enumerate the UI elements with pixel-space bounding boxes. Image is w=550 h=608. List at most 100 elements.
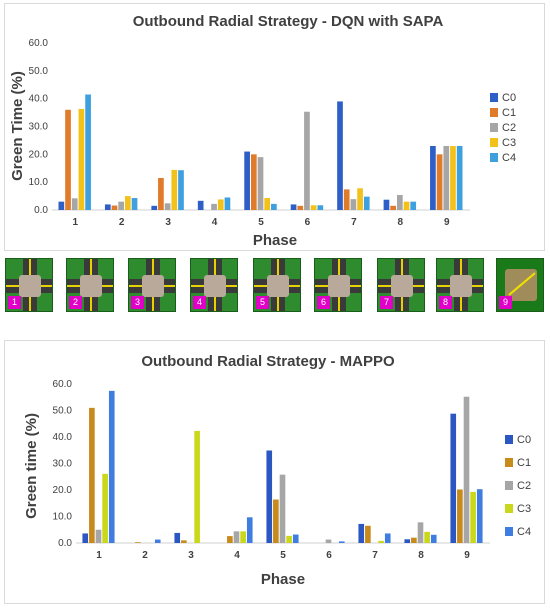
bar-c2 <box>463 396 470 543</box>
x-axis-title: Phase <box>261 571 305 588</box>
legend-label: C2 <box>517 480 531 492</box>
phase-badge: 5 <box>256 296 269 309</box>
bar-c2 <box>257 157 264 210</box>
bar-c4 <box>271 203 277 210</box>
bar-c0 <box>358 523 365 543</box>
bar-c4 <box>456 145 463 210</box>
y-axis-title: Green Time (%) <box>9 71 26 181</box>
bar-c1 <box>273 499 279 543</box>
y-tick-label: 0.0 <box>58 538 72 549</box>
bar-c4 <box>178 170 184 210</box>
legend-swatch <box>490 123 498 132</box>
bar-c0 <box>104 204 111 210</box>
bar-c0 <box>383 199 390 210</box>
bar-c3 <box>194 430 200 543</box>
bar-c3 <box>286 535 292 543</box>
bar-c0 <box>430 145 436 210</box>
x-tick-label: 7 <box>351 217 357 228</box>
bar-c0 <box>197 200 204 210</box>
x-tick-label: 3 <box>165 217 171 228</box>
phase-diagram-5: 5 <box>253 258 301 312</box>
x-tick-label: 3 <box>188 550 194 561</box>
phase-diagram-9: 9 <box>496 258 544 312</box>
y-tick-label: 0.0 <box>34 205 48 216</box>
bar-c2 <box>350 199 357 210</box>
x-tick-label: 1 <box>72 217 78 228</box>
bar-c1 <box>457 489 463 543</box>
chart-mappo: Outbound Radial Strategy - MAPPO Phase G… <box>23 353 531 588</box>
bar-c4 <box>108 390 115 543</box>
phase-diagram-2: 2 <box>66 258 114 312</box>
legend-label: C0 <box>517 434 531 446</box>
bar-c1 <box>365 525 371 543</box>
x-tick-label: 8 <box>418 550 424 561</box>
bar-c1 <box>411 537 417 543</box>
bar-c2 <box>211 203 217 210</box>
bar-c2 <box>118 201 125 210</box>
y-tick-label: 10.0 <box>53 512 73 523</box>
bar-c1 <box>135 542 141 543</box>
bar-c2 <box>396 194 403 210</box>
bar-c1 <box>297 205 304 210</box>
bar-c4 <box>338 541 345 543</box>
bar-c0 <box>404 539 411 543</box>
bar-c2 <box>164 203 171 210</box>
bar-c2 <box>325 539 332 543</box>
bar-c0 <box>337 101 343 210</box>
bar-c2 <box>233 531 240 543</box>
bar-c3 <box>378 540 384 543</box>
bar-c4 <box>410 201 417 210</box>
bar-c3 <box>264 198 271 210</box>
bar-c0 <box>450 413 457 543</box>
bar-c3 <box>403 201 410 210</box>
y-tick-label: 10.0 <box>29 177 49 188</box>
bar-c3 <box>310 205 317 210</box>
x-tick-label: 9 <box>444 217 450 228</box>
bar-c4 <box>246 517 253 543</box>
bar-c2 <box>417 522 424 543</box>
phase-diagram-4: 4 <box>190 258 238 312</box>
bar-c4 <box>430 534 437 543</box>
legend-label: C0 <box>502 92 516 104</box>
x-tick-label: 2 <box>119 217 125 228</box>
y-tick-label: 20.0 <box>53 485 73 496</box>
y-tick-label: 20.0 <box>29 149 49 160</box>
y-tick-label: 30.0 <box>29 122 49 133</box>
x-tick-label: 6 <box>326 550 332 561</box>
phase-badge: 4 <box>193 296 206 309</box>
bar-c3 <box>217 199 224 210</box>
y-tick-label: 50.0 <box>53 406 73 417</box>
bar-c3 <box>125 196 131 210</box>
intersection-center <box>19 275 41 297</box>
bar-c4 <box>85 94 91 210</box>
x-tick-label: 5 <box>280 550 286 561</box>
x-tick-label: 2 <box>142 550 148 561</box>
phase-diagram-7: 7 <box>377 258 425 312</box>
bar-c0 <box>58 201 65 210</box>
bar-c1 <box>89 407 95 543</box>
legend-swatch <box>505 435 513 444</box>
intersection-center <box>391 275 413 297</box>
bar-c3 <box>424 531 430 543</box>
bar-c2 <box>279 474 286 543</box>
bar-c1 <box>436 154 443 210</box>
bar-c1 <box>390 205 396 210</box>
phase-badge: 9 <box>499 296 512 309</box>
bar-c2 <box>95 529 102 543</box>
legend-label: C1 <box>517 457 531 469</box>
phase-badge: 6 <box>317 296 330 309</box>
x-tick-label: 7 <box>372 550 378 561</box>
y-tick-label: 50.0 <box>29 66 49 77</box>
phase-badge: 7 <box>380 296 393 309</box>
intersection-center <box>328 275 350 297</box>
phase-diagram-6: 6 <box>314 258 362 312</box>
bar-c4 <box>292 534 299 543</box>
bar-c4 <box>476 489 483 543</box>
x-tick-label: 6 <box>305 217 311 228</box>
legend-swatch <box>505 458 513 467</box>
bar-c4 <box>384 533 391 543</box>
x-tick-label: 8 <box>398 217 404 228</box>
bar-c0 <box>174 532 181 543</box>
bar-c4 <box>154 539 161 543</box>
legend-swatch <box>490 153 498 162</box>
